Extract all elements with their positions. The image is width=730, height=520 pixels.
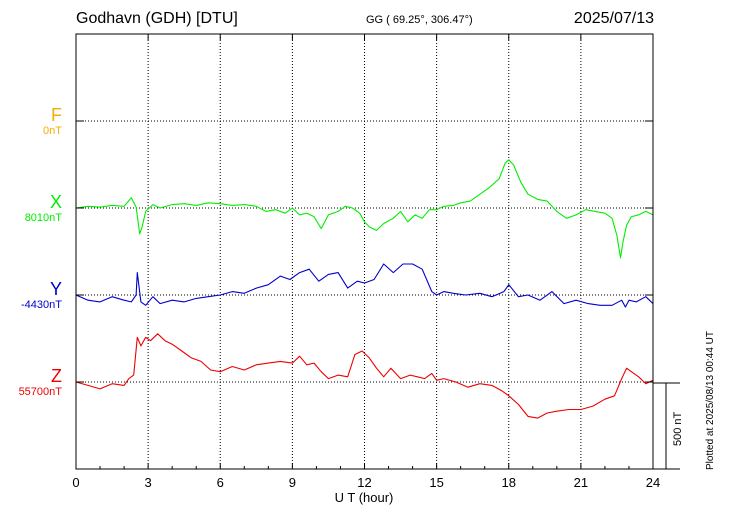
station-coordinates: GG ( 69.25°, 306.47°) [366, 14, 473, 26]
x-tick-label: 12 [357, 475, 371, 490]
component-letter: X [49, 192, 62, 212]
component-baseline: 55700nT [18, 386, 62, 398]
station-title: Godhavn (GDH) [DTU] [76, 10, 238, 27]
component-y-label: Y -4430nT [21, 280, 62, 312]
x-axis-label: U T (hour) [335, 490, 394, 505]
scale-bar [653, 382, 680, 470]
component-letter: Y [49, 279, 62, 299]
x-tick-label: 9 [289, 475, 296, 490]
x-tick-label: 0 [72, 475, 79, 490]
axis-ticks: 0 3 6 9 12 15 18 21 24 [72, 34, 660, 490]
component-baseline: -4430nT [21, 299, 62, 311]
x-tick-label: 3 [145, 475, 152, 490]
x-tick-label: 18 [502, 475, 516, 490]
x-tick-label: 15 [429, 475, 443, 490]
component-letter: F [51, 105, 62, 125]
plot-credit: Plotted at 2025/08/13 00:44 UT [705, 331, 716, 470]
component-x-label: X 8010nT [25, 193, 62, 225]
scale-bar-label: 500 nT [672, 411, 684, 446]
plot-date: 2025/07/13 [573, 10, 654, 27]
x-tick-label: 6 [217, 475, 224, 490]
x-tick-label: 21 [574, 475, 588, 490]
data-traces [75, 159, 654, 419]
component-f-label: F 0nT [43, 106, 62, 138]
trace-y [75, 263, 654, 308]
component-z-label: Z 55700nT [19, 367, 62, 399]
component-baseline: 0nT [43, 125, 62, 137]
trace-z [75, 333, 654, 419]
trace-x [75, 159, 654, 259]
grid-lines [76, 34, 653, 469]
component-letter: Z [51, 366, 62, 386]
x-tick-label: 24 [646, 475, 660, 490]
component-baseline: 8010nT [24, 212, 62, 224]
